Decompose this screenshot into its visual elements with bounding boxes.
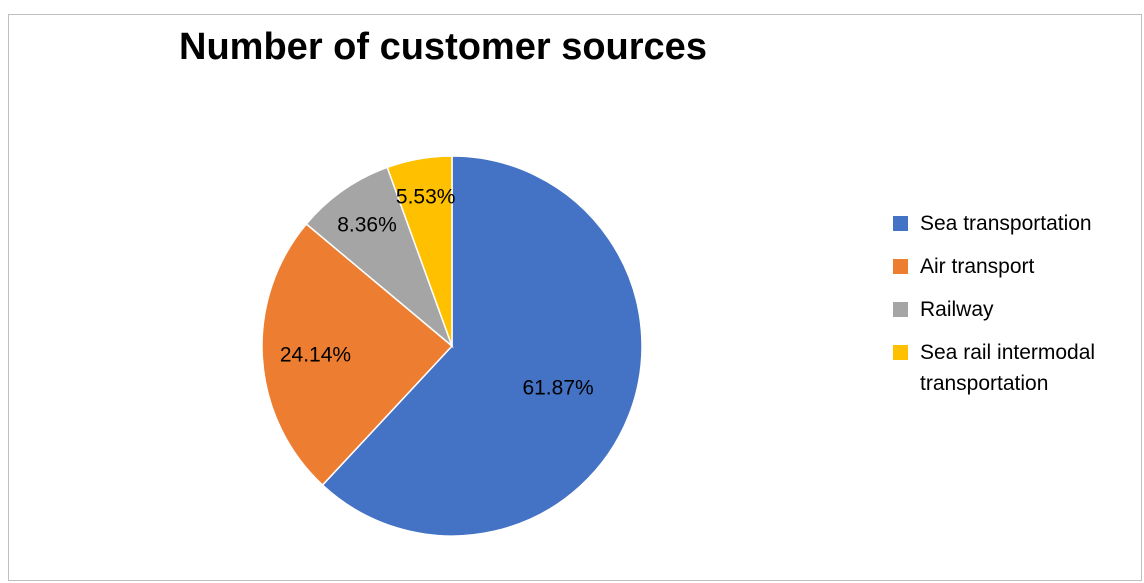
pie-slice-sea-rail-intermodal [386,155,453,347]
data-label-sea-transportation: 61.87% [522,377,593,400]
legend-label-air-transport: Air transport [920,255,1035,278]
data-label-air-transport: 24.14% [280,343,351,366]
legend-label-sea-transportation: Sea transportation [920,212,1092,235]
legend-item-sea-transportation: Sea transportation [893,208,1138,239]
legend-item-railway: Railway [893,294,1138,325]
pie-slice-railway [305,166,454,349]
legend-label-sea-rail-intermodal: Sea rail intermodal transportation [920,341,1096,395]
pie-slice-air-transport [261,222,454,487]
pie-slices [261,155,643,537]
legend-label-railway: Railway [920,298,994,321]
legend-item-air-transport: Air transport [893,251,1138,282]
pie-slice-sea-transportation [321,155,643,537]
legend-swatch-sea-rail-intermodal [893,345,908,360]
data-label-railway: 8.36% [337,214,397,237]
legend-swatch-railway [893,302,908,317]
chart-title: Number of customer sources [179,26,707,68]
legend-item-sea-rail-intermodal: Sea rail intermodal transportation [893,337,1138,399]
data-label-sea-rail-intermodal: 5.53% [396,185,456,208]
legend-swatch-air-transport [893,259,908,274]
legend-swatch-sea-transportation [893,216,908,231]
pie-labels: 61.87% 24.14% 8.36% 5.53% [280,185,594,399]
legend: Sea transportation Air transport Railway Se… [893,208,1138,411]
